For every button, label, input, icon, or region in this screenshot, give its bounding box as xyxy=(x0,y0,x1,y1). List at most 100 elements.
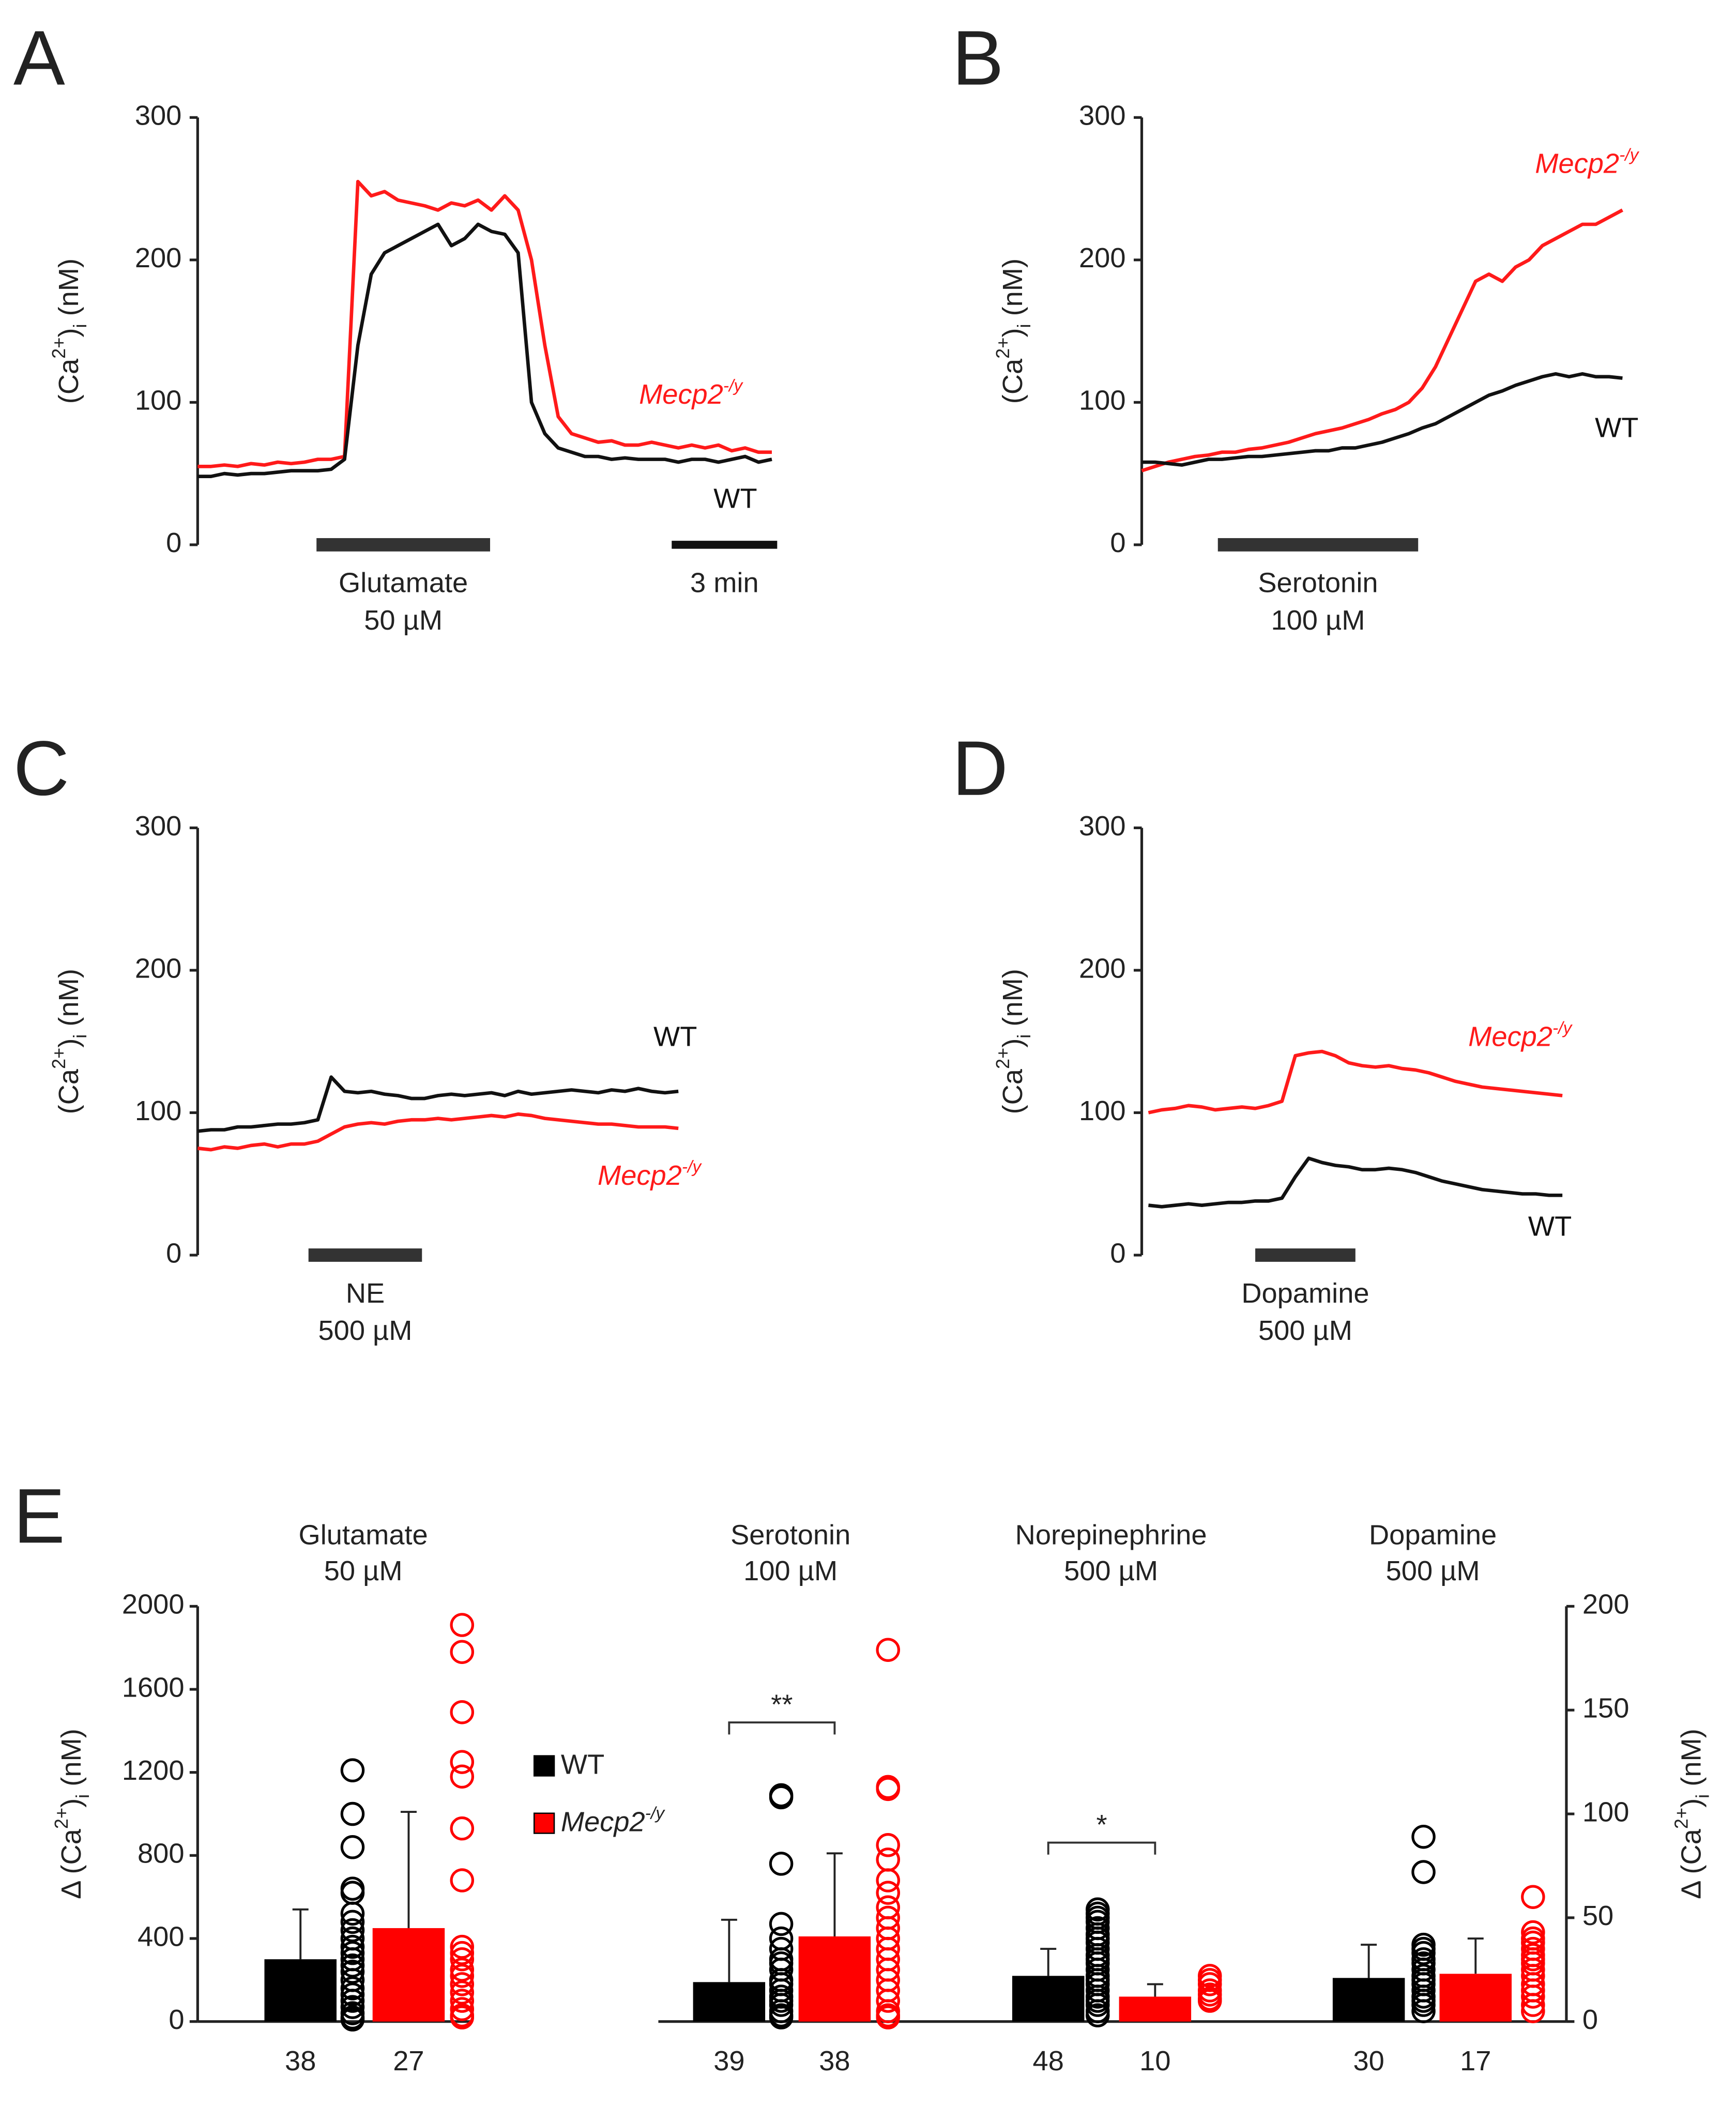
bar xyxy=(264,1959,337,2022)
series-name: WT xyxy=(1528,1211,1572,1242)
category-label: 50 µM xyxy=(324,1555,403,1586)
y-tick-label: 100 xyxy=(135,385,182,416)
y-tick-label: 100 xyxy=(1079,1095,1126,1126)
cell-point xyxy=(450,1972,475,1996)
axis-label-part: Δ (Ca xyxy=(56,1828,87,1899)
axis-label-part: ) xyxy=(997,328,1028,338)
y2-tick-label: 50 xyxy=(1582,1900,1613,1931)
axis-label-part: i xyxy=(1013,324,1034,328)
cell-point xyxy=(340,1989,365,2013)
series-name-sup: -/y xyxy=(1619,146,1640,165)
legend-swatch xyxy=(533,1812,555,1834)
cell-point xyxy=(1521,1999,1545,2023)
panel-letter: A xyxy=(13,14,65,101)
series-name: Mecp2 xyxy=(639,379,723,410)
significance-label: * xyxy=(1096,1809,1107,1840)
axis-label-part: 2+ xyxy=(51,1808,72,1829)
y-tick-label: 300 xyxy=(135,100,182,131)
category-label: Glutamate xyxy=(299,1519,428,1550)
axis-label-part: (Ca xyxy=(997,1068,1028,1114)
cell-point xyxy=(450,1613,475,1637)
cell-point xyxy=(876,1989,900,2013)
cell-point xyxy=(340,1758,365,1782)
cell-point xyxy=(1411,1860,1436,1884)
cell-point xyxy=(450,1750,475,1774)
cell-point xyxy=(1521,1993,1545,2017)
stimulus-bar xyxy=(1255,1248,1356,1262)
panel-letter: D xyxy=(952,725,1008,812)
cell-point xyxy=(340,1953,365,1978)
cell-point xyxy=(769,1912,794,1936)
axis-label-part: (Ca xyxy=(53,358,84,404)
y-tick-label: 1200 xyxy=(122,1755,185,1786)
bar xyxy=(798,1936,871,2022)
cell-point xyxy=(1411,1824,1436,1849)
cell-point xyxy=(876,2005,900,2029)
series-label: WT xyxy=(653,1021,697,1052)
bar xyxy=(1439,1974,1512,2022)
legend-label: WT xyxy=(561,1749,604,1780)
series-label: WT xyxy=(713,483,757,514)
trace xyxy=(197,222,772,478)
series-name-sup: -/y xyxy=(645,1804,666,1823)
axis-label-part: i xyxy=(1013,1034,1034,1039)
cell-point xyxy=(1521,1885,1545,1909)
stimulus-bar xyxy=(1217,538,1419,552)
y-tick-label: 0 xyxy=(1110,527,1125,558)
y-tick-label: 100 xyxy=(1079,385,1126,416)
series-name-sup: -/y xyxy=(723,377,744,396)
axis-label-part: (nM) xyxy=(53,969,84,1034)
stimulus-bar xyxy=(308,1248,422,1262)
axis-label: (Ca2+)i (nM) xyxy=(992,258,1034,404)
cell-point xyxy=(1086,2003,1110,2027)
y-tick-label: 0 xyxy=(166,527,181,558)
stimulus-label: 50 µM xyxy=(364,605,443,636)
cell-point xyxy=(340,1901,365,1926)
trace xyxy=(1148,1156,1563,1209)
n-label: 30 xyxy=(1353,2045,1384,2077)
axis-label-part: i xyxy=(69,324,90,328)
axis-label-part: (nM) xyxy=(1676,1729,1707,1794)
n-label: 27 xyxy=(393,2045,424,2077)
cell-point xyxy=(340,1835,365,1859)
cell-point xyxy=(450,2005,475,2029)
axis-label: (Ca2+)i (nM) xyxy=(48,969,90,1114)
y-tick-label: 300 xyxy=(1079,100,1126,131)
series-name: WT xyxy=(561,1749,604,1780)
trace xyxy=(197,179,772,468)
cell-point xyxy=(340,1960,365,1984)
trace xyxy=(1141,208,1623,472)
axis-label: (Ca2+)i (nM) xyxy=(48,258,90,404)
cell-point xyxy=(340,1976,365,2001)
series-name: Mecp2 xyxy=(561,1807,645,1838)
series-label: WT xyxy=(1528,1211,1572,1242)
cell-point xyxy=(340,1910,365,1934)
y-tick-label: 200 xyxy=(1079,953,1126,984)
stimulus-label: Glutamate xyxy=(339,568,468,599)
axis-label-part: (nM) xyxy=(53,258,84,324)
legend-label: Mecp2-/y xyxy=(561,1804,665,1838)
cell-point xyxy=(450,1764,475,1789)
y2-tick-label: 0 xyxy=(1582,2004,1598,2035)
bar xyxy=(693,1982,766,2022)
cell-point xyxy=(769,2005,794,2029)
category-label: Serotonin xyxy=(730,1519,850,1550)
cell-point xyxy=(450,1980,475,2005)
cell-point xyxy=(1411,1999,1436,2023)
scale-bar-label: 3 min xyxy=(690,568,759,599)
series-name: WT xyxy=(713,483,757,514)
y-tick-label: 300 xyxy=(135,811,182,842)
n-label: 38 xyxy=(819,2045,850,2077)
cell-point xyxy=(876,1638,900,1662)
y2-tick-label: 100 xyxy=(1582,1796,1629,1827)
bar xyxy=(1332,1978,1405,2022)
cell-point xyxy=(450,1989,475,2013)
axis-label-part: i xyxy=(1692,1794,1713,1798)
cell-point xyxy=(1198,1972,1222,1996)
stimulus-label: 100 µM xyxy=(1271,605,1365,636)
significance-bracket xyxy=(1047,1841,1156,1855)
axis-label-part: 2+ xyxy=(48,338,69,359)
n-label: 10 xyxy=(1139,2045,1170,2077)
n-label: 17 xyxy=(1460,2045,1491,2077)
